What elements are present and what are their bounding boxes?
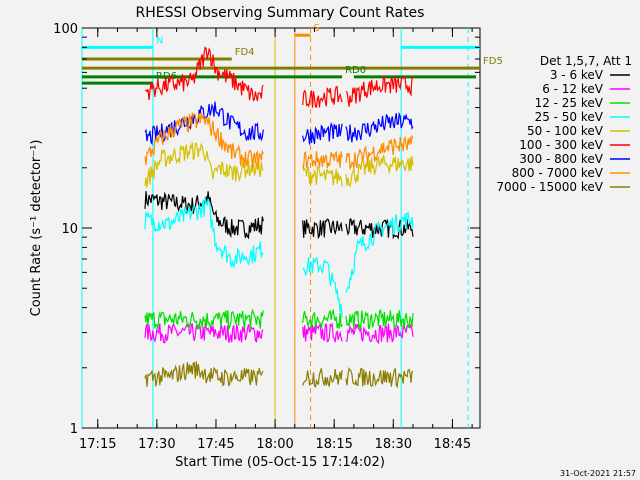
- chart-title: RHESSI Observing Summary Count Rates: [136, 5, 425, 21]
- legend-label: 50 - 100 keV: [527, 124, 604, 138]
- series-line: [144, 361, 414, 389]
- x-tick-label: 17:30: [138, 437, 175, 452]
- legend-label: 3 - 6 keV: [550, 68, 604, 82]
- x-axis: 17:15 17:30 17:45 18:00 18:15 18:30 18:45: [79, 28, 473, 452]
- data-series: [144, 46, 414, 389]
- y-axis: 1 10 100: [53, 22, 480, 437]
- flag-bar-label: N: [156, 35, 163, 46]
- flag-bar-label: RD6: [156, 71, 177, 82]
- x-tick-label: 18:15: [315, 437, 352, 452]
- flag-bar-label: RD0: [345, 65, 366, 76]
- y-axis-label: Count Rate (s⁻¹ detector⁻¹): [29, 140, 44, 317]
- flag-bar-label: FD4: [235, 47, 255, 58]
- legend-label: 25 - 50 keV: [535, 110, 604, 124]
- legend-label: 7000 - 15000 keV: [496, 180, 603, 194]
- x-tick-label: 18:45: [434, 437, 471, 452]
- series-line: [144, 46, 414, 108]
- legend-label: 12 - 25 keV: [535, 96, 604, 110]
- x-tick-label: 17:45: [197, 437, 234, 452]
- flag-bar-label: S: [314, 23, 320, 34]
- legend-label: 100 - 300 keV: [519, 138, 603, 152]
- legend-label: 800 - 7000 keV: [512, 166, 604, 180]
- x-tick-label: 18:30: [375, 437, 412, 452]
- series-line: [144, 142, 414, 188]
- flag-bar-label: FD5: [483, 56, 503, 67]
- y-tick-label: 1: [70, 422, 78, 437]
- legend-label: 300 - 800 keV: [519, 152, 603, 166]
- x-axis-label: Start Time (05-Oct-15 17:14:02): [175, 455, 385, 470]
- x-tick-label: 17:15: [79, 437, 116, 452]
- series-line: [144, 322, 414, 345]
- x-tick-label: 18:00: [256, 437, 293, 452]
- series-line: [144, 111, 414, 170]
- legend-title: Det 1,5,7, Att 1: [540, 54, 632, 68]
- series-line: [144, 308, 414, 331]
- series-line: [144, 198, 414, 318]
- y-tick-label: 100: [53, 22, 78, 37]
- y-tick-label: 10: [61, 222, 78, 237]
- footer-timestamp: 31-Oct-2021 21:57: [560, 469, 636, 478]
- legend-label: 6 - 12 keV: [542, 82, 604, 96]
